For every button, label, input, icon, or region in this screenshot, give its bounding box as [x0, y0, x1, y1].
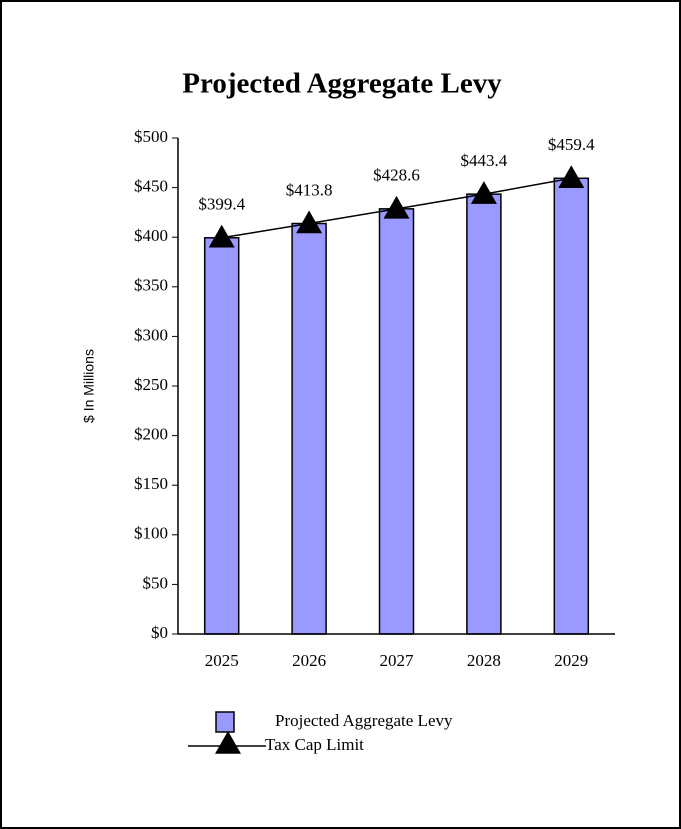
marker	[296, 210, 323, 234]
bar	[466, 193, 502, 635]
y-tick-label: $400	[134, 226, 168, 245]
legend-label: Tax Cap Limit	[265, 735, 364, 754]
data-label: $459.4	[548, 135, 595, 154]
y-tick-label: $0	[151, 623, 168, 642]
y-tick-label: $150	[134, 474, 168, 493]
y-tick-label: $50	[143, 573, 169, 592]
x-tick-label: 2026	[292, 651, 326, 670]
y-tick-label: $250	[134, 375, 168, 394]
y-tick-label: $200	[134, 425, 168, 444]
data-label: $399.4	[198, 195, 245, 214]
marker	[558, 165, 585, 189]
y-tick-label: $500	[134, 127, 168, 146]
data-label: $443.4	[461, 151, 508, 170]
legend-swatch	[215, 711, 235, 733]
y-tick-label: $300	[134, 325, 168, 344]
legend-label: Projected Aggregate Levy	[275, 711, 453, 730]
x-tick-label: 2025	[205, 651, 239, 670]
marker	[470, 181, 497, 204]
data-label: $413.8	[286, 180, 333, 199]
bar	[203, 237, 240, 635]
y-axis-label: $ In Millions	[81, 349, 97, 423]
y-tick-label: $450	[134, 177, 168, 196]
y-tick-label: $350	[134, 276, 168, 295]
bar	[553, 177, 590, 635]
legend-marker	[215, 731, 241, 754]
chart-title: Projected Aggregate Levy	[182, 68, 502, 100]
x-tick-label: 2029	[554, 651, 588, 670]
x-tick-label: 2028	[467, 651, 501, 670]
x-tick-label: 2027	[380, 651, 415, 670]
marker	[383, 195, 410, 219]
bar	[291, 222, 327, 635]
marker	[208, 224, 235, 248]
y-tick-label: $100	[134, 524, 168, 543]
bar	[378, 208, 415, 635]
data-label: $428.6	[373, 166, 420, 185]
